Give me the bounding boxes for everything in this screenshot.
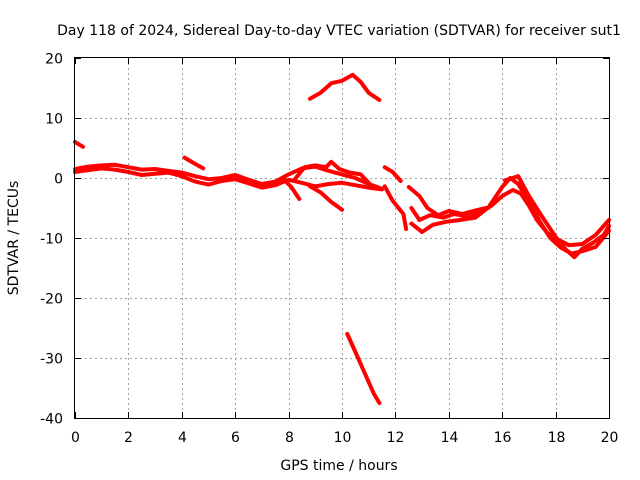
- y-tick-label: -20: [40, 292, 63, 308]
- chart-title: Day 118 of 2024, Sidereal Day-to-day VTE…: [57, 23, 621, 39]
- y-tick-label: -10: [40, 232, 63, 248]
- series-high-arc: [308, 72, 382, 102]
- series-main-band-a: [73, 162, 384, 191]
- x-tick-label: 0: [71, 430, 80, 446]
- x-tick-label: 14: [441, 430, 459, 446]
- y-tick-label: 10: [45, 112, 63, 128]
- series-mid-arc: [291, 159, 371, 185]
- x-tick-label: 16: [494, 430, 512, 446]
- series-layer: [73, 72, 611, 405]
- x-tick-label: 20: [601, 430, 619, 446]
- x-tick-label: 8: [285, 430, 294, 446]
- series-seg-12-5: [406, 185, 489, 218]
- y-axis-label: SDTVAR / TECUs: [6, 181, 22, 296]
- y-tick-label: 20: [45, 52, 63, 68]
- y-tick-label: 0: [54, 172, 63, 188]
- x-tick-label: 18: [548, 430, 566, 446]
- series-small-start: [73, 140, 85, 149]
- x-axis-label: GPS time / hours: [280, 458, 397, 474]
- series-tail-b: [409, 176, 611, 256]
- plot-frame: [74, 57, 610, 419]
- series-drop-8: [281, 177, 302, 201]
- x-tick-label: 2: [124, 430, 133, 446]
- y-tick-label: -30: [40, 352, 63, 368]
- x-tick-label: 6: [231, 430, 240, 446]
- x-tick-label: 4: [178, 430, 187, 446]
- series-deep-drop: [345, 332, 382, 405]
- series-main-band-b: [73, 166, 384, 192]
- grid-layer: [75, 58, 609, 418]
- series-drop-9: [308, 184, 344, 212]
- series-bump-4: [182, 155, 206, 171]
- x-tick-label: 12: [387, 430, 405, 446]
- series-seg-11-5a: [382, 165, 403, 183]
- x-tick-label: 10: [334, 430, 352, 446]
- y-tick-label: -40: [40, 412, 63, 428]
- series-tail-c: [502, 174, 611, 260]
- series-seg-11-5b: [382, 184, 409, 231]
- series-tail-a: [409, 188, 611, 248]
- ticks-layer: 0 2 4 6 8 10 12 14 16 18 20 -40 -30 -20 -10 0 10 20: [40, 52, 618, 447]
